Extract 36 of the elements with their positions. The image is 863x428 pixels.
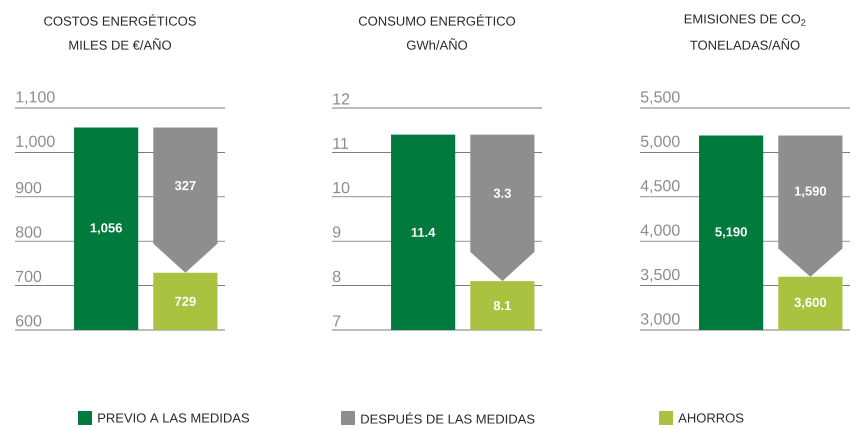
chart-title: COSTOS ENERGÉTICOS xyxy=(44,14,196,26)
y-tick-label: 12 xyxy=(333,93,350,104)
y-tick-label: 1,000 xyxy=(16,136,55,149)
y-tick-label: 4,500 xyxy=(640,180,680,194)
data-label: 1,590 xyxy=(794,186,826,198)
y-tick-label: 9 xyxy=(332,226,340,238)
data-label: 5,190 xyxy=(715,227,747,238)
chart-subtitle: MILES DE €/AÑO xyxy=(69,38,172,50)
y-tick-label: 600 xyxy=(16,315,42,326)
y-tick-label: 5,500 xyxy=(640,91,680,104)
data-label: 729 xyxy=(175,296,196,306)
y-tick-label: 8 xyxy=(332,270,340,282)
y-tick-label: 7 xyxy=(333,315,340,326)
y-tick-label: 1,100 xyxy=(16,91,55,104)
data-label: 11.4 xyxy=(412,228,436,237)
y-tick-label: 3,500 xyxy=(640,268,680,282)
chart-subtitle: GWh/AÑO xyxy=(406,38,468,50)
data-label: 3.3 xyxy=(494,188,511,198)
y-tick-label: 11 xyxy=(333,138,348,149)
y-tick-label: 3,000 xyxy=(640,313,680,326)
y-tick-label: 10 xyxy=(333,182,350,194)
chart-title: EMISIONES DE CO$_{2}$ xyxy=(684,14,806,26)
chart-title: CONSUMO ENERGÉTICO xyxy=(358,14,516,26)
y-tick-label: 800 xyxy=(16,226,42,238)
y-tick-label: 4,000 xyxy=(640,224,680,238)
data-label: 327 xyxy=(174,180,196,190)
chart-subtitle: TONELADAS/AÑO xyxy=(690,38,800,50)
legend-label: AHORROS xyxy=(678,413,744,423)
data-label: 8.1 xyxy=(494,300,512,310)
y-tick-label: 700 xyxy=(16,270,42,282)
data-label: 1,056 xyxy=(90,223,122,234)
y-tick-label: 900 xyxy=(16,182,42,194)
data-label: 3,600 xyxy=(794,298,826,309)
legend-label: DESPUÉS DE LAS MEDIDAS xyxy=(361,412,534,424)
legend-label: PREVIO A LAS MEDIDAS xyxy=(98,413,250,423)
y-tick-label: 5,000 xyxy=(640,136,680,149)
